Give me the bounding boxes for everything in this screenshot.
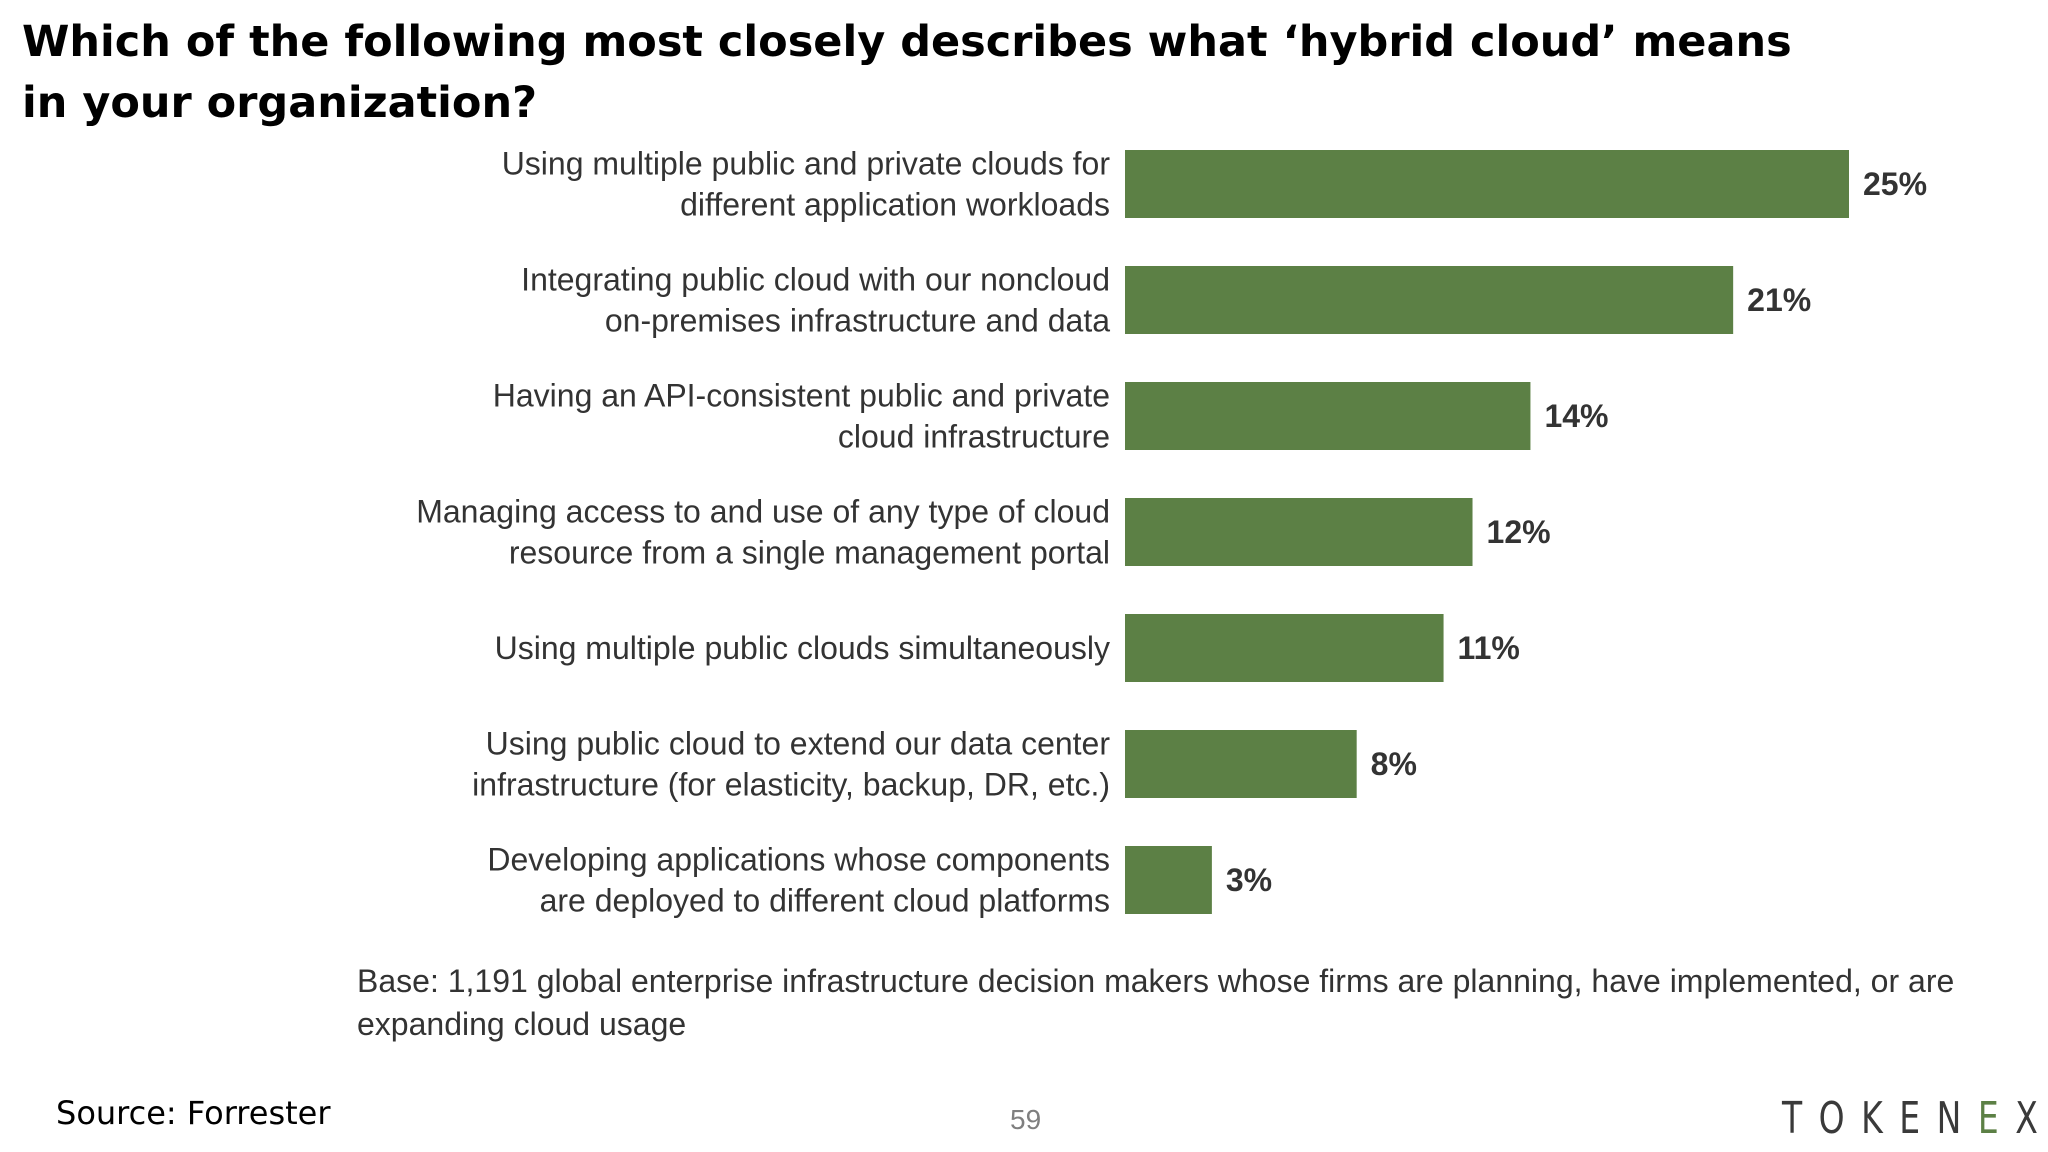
category-label-2: Integrating public cloud with our nonclo… [521, 262, 1110, 339]
category-label-5: Using multiple public clouds simultaneou… [495, 630, 1110, 666]
category-label-7: Developing applications whose components… [487, 842, 1110, 919]
value-label-1: 25% [1863, 166, 1927, 202]
bar-4 [1125, 498, 1473, 566]
category-label-4: Managing access to and use of any type o… [416, 494, 1110, 571]
bar-7 [1125, 846, 1212, 914]
bar-5 [1125, 614, 1444, 682]
value-label-2: 21% [1747, 282, 1811, 318]
page-number: 59 [1010, 1104, 1042, 1135]
bar-1 [1125, 150, 1849, 218]
value-label-5: 11% [1458, 630, 1520, 666]
slide-title: Which of the following most closely desc… [22, 17, 1792, 128]
value-label-4: 12% [1487, 514, 1551, 550]
bar-3 [1125, 382, 1531, 450]
category-label-6: Using public cloud to extend our data ce… [472, 726, 1110, 803]
value-label-3: 14% [1544, 398, 1608, 434]
category-label-3: Having an API-consistent public and priv… [493, 378, 1110, 455]
value-label-7: 3% [1226, 862, 1272, 898]
category-labels-layer: Using multiple public and private clouds… [416, 146, 1110, 919]
value-labels-layer: 25% 21% 14% 12% 11% 8% 3% [1226, 166, 1927, 898]
value-label-6: 8% [1371, 746, 1417, 782]
source-note: Source: Forrester [56, 1094, 331, 1132]
bars-layer [1125, 150, 1849, 914]
bar-6 [1125, 730, 1357, 798]
bar-2 [1125, 266, 1734, 334]
tokenex-logo: TOKENEX [1782, 1093, 2038, 1144]
category-label-1: Using multiple public and private clouds… [502, 146, 1111, 223]
base-note: Base: 1,191 global enterprise infrastruc… [357, 963, 1955, 1042]
